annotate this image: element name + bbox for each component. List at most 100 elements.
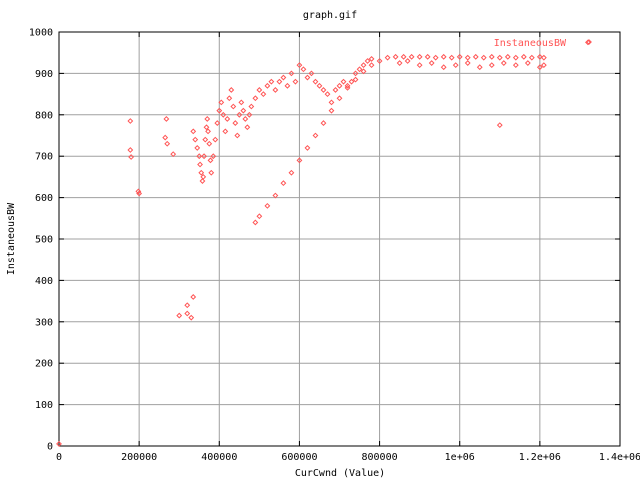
data-points [56, 39, 591, 447]
data-point [344, 84, 351, 91]
data-point [272, 192, 279, 199]
data-point [300, 66, 307, 73]
data-point [242, 116, 249, 122]
data-point [496, 122, 503, 129]
data-point [252, 95, 259, 102]
data-point [163, 116, 170, 122]
data-point [304, 74, 311, 81]
x-tick-label: 1e+06 [445, 452, 475, 463]
data-point [246, 111, 253, 118]
data-point [202, 136, 209, 143]
data-point [328, 107, 335, 114]
data-point [280, 74, 287, 81]
data-point [204, 116, 211, 122]
data-point [228, 87, 235, 93]
y-axis-ticks: 0 100 200 300 400 500 600 700 800 900 1000 [29, 28, 620, 453]
y-tick-label: 700 [35, 152, 53, 163]
data-point [230, 103, 237, 110]
data-point [416, 53, 423, 60]
data-point [320, 87, 327, 93]
data-point [208, 169, 215, 176]
data-point [272, 87, 279, 93]
y-tick-label: 0 [47, 442, 53, 453]
data-point [127, 147, 134, 153]
data-point [234, 132, 241, 139]
data-point [199, 178, 206, 184]
data-point [376, 58, 383, 64]
data-point [236, 111, 243, 118]
data-point [136, 190, 143, 197]
data-point [348, 78, 355, 85]
data-point [340, 78, 347, 85]
data-point [540, 54, 547, 61]
data-point [520, 53, 527, 60]
data-point [220, 111, 227, 118]
data-point [440, 64, 447, 71]
legend: InstaneousBW [494, 38, 592, 49]
chart-title: graph.gif [303, 10, 357, 21]
data-point [127, 118, 134, 124]
data-point [384, 54, 391, 61]
x-tick-label: 0 [56, 452, 62, 463]
data-point [128, 154, 135, 160]
data-point [212, 136, 219, 143]
data-point [368, 62, 375, 69]
data-point [512, 62, 519, 69]
data-point [360, 62, 367, 69]
data-point [205, 128, 211, 135]
data-point [226, 95, 233, 102]
data-point [416, 62, 423, 69]
data-point [190, 294, 197, 300]
data-point [540, 62, 547, 69]
data-point [240, 107, 247, 114]
data-point [440, 53, 447, 60]
data-point [198, 169, 205, 176]
data-point [210, 153, 217, 160]
data-point [536, 53, 543, 60]
data-point [162, 134, 169, 141]
data-point [320, 120, 327, 126]
data-point [216, 107, 223, 114]
x-tick-label: 200000 [121, 452, 157, 463]
data-point [424, 53, 431, 60]
data-point [238, 99, 245, 106]
y-tick-label: 800 [35, 110, 53, 121]
data-point [312, 132, 319, 139]
data-point [184, 310, 191, 317]
data-point [200, 173, 207, 180]
data-point [464, 54, 471, 61]
y-tick-label: 500 [35, 235, 53, 246]
data-point [296, 157, 303, 164]
data-point [428, 60, 435, 66]
data-point [184, 302, 191, 309]
data-point [135, 188, 142, 195]
data-point [296, 62, 303, 69]
data-point [222, 128, 229, 135]
x-tick-label: 600000 [281, 452, 317, 463]
data-point [408, 53, 415, 60]
data-point [206, 140, 213, 147]
data-point [176, 312, 183, 319]
x-tick-label: 800000 [362, 452, 398, 463]
data-point [452, 62, 459, 69]
data-point [336, 95, 343, 102]
data-point [56, 441, 62, 447]
data-point [360, 68, 367, 75]
data-point [480, 54, 487, 61]
data-point [248, 103, 255, 110]
data-point [196, 153, 203, 160]
y-tick-label: 900 [35, 69, 53, 80]
data-point [472, 53, 479, 60]
data-point [344, 82, 351, 89]
data-point [197, 161, 203, 168]
data-point [356, 66, 363, 73]
data-point [268, 78, 275, 85]
data-point [456, 53, 463, 60]
data-point [308, 70, 315, 77]
data-point [224, 116, 231, 122]
data-point [400, 53, 407, 60]
data-point [368, 56, 375, 62]
data-point [252, 219, 259, 226]
data-point [524, 60, 531, 66]
